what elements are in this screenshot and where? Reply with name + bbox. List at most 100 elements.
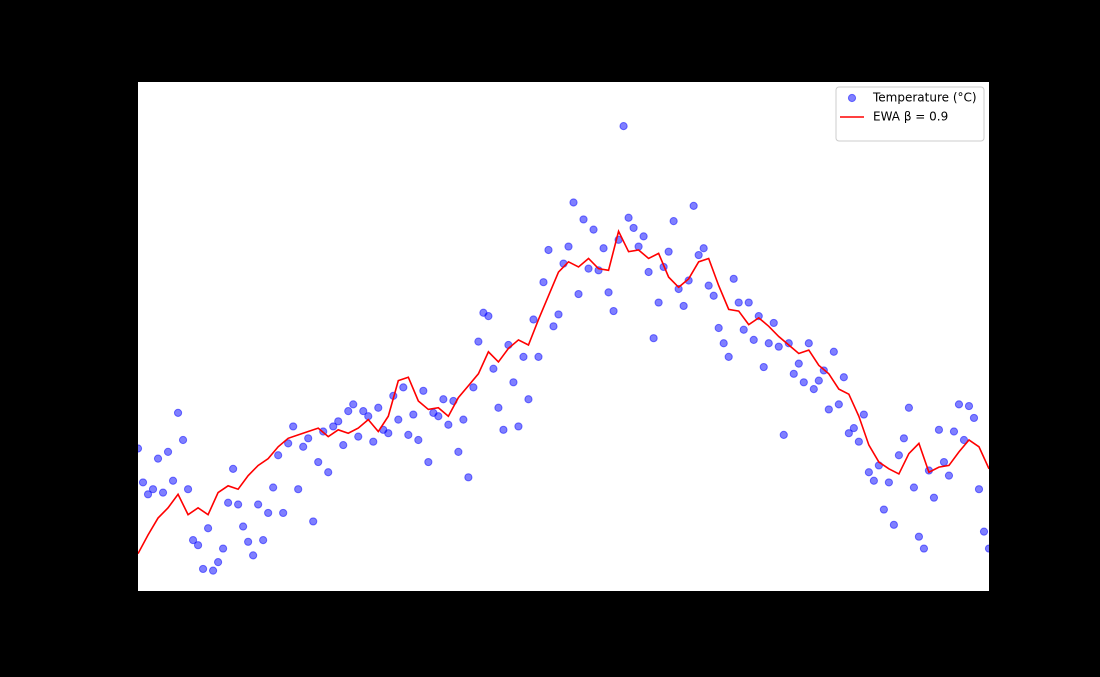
- point: [148, 485, 158, 494]
- point: [804, 339, 813, 348]
- point: [374, 403, 383, 412]
- point: [919, 544, 929, 553]
- point: [814, 376, 823, 385]
- point: [474, 337, 483, 346]
- point: [394, 415, 403, 424]
- point: [153, 454, 163, 463]
- point: [294, 485, 303, 494]
- point: [599, 244, 608, 253]
- point: [719, 339, 728, 348]
- point: [739, 325, 748, 334]
- point: [949, 427, 959, 436]
- point: [959, 435, 969, 445]
- line: [138, 229, 989, 555]
- point: [138, 478, 148, 487]
- point: [834, 400, 843, 409]
- point: [694, 250, 703, 260]
- point: [734, 298, 743, 307]
- point: [254, 500, 263, 509]
- point: [604, 288, 613, 297]
- point: [163, 447, 173, 456]
- point: [434, 412, 443, 421]
- point: [339, 440, 348, 450]
- point: [299, 442, 308, 451]
- point: [679, 301, 688, 311]
- point: [704, 281, 713, 290]
- point: [509, 378, 518, 387]
- point: [173, 408, 183, 417]
- point: [879, 505, 888, 514]
- point: [779, 430, 788, 440]
- point: [409, 410, 418, 419]
- point: [609, 306, 618, 316]
- point: [759, 362, 768, 372]
- plot-area: [138, 82, 989, 591]
- point: [289, 422, 298, 431]
- point: [224, 498, 233, 507]
- point: [939, 457, 949, 467]
- point: [984, 544, 989, 553]
- point: [724, 352, 733, 361]
- point: [284, 439, 293, 448]
- point: [259, 536, 268, 545]
- point: [619, 122, 628, 131]
- point: [684, 276, 693, 285]
- point: [644, 267, 653, 277]
- legend-marker: [847, 93, 857, 103]
- legend-label: Temperature (°C): [872, 91, 977, 105]
- point: [324, 468, 333, 477]
- point: [794, 359, 803, 368]
- point: [824, 405, 833, 414]
- point: [624, 213, 633, 222]
- point: [274, 451, 283, 460]
- point: [269, 483, 278, 492]
- point: [534, 352, 543, 361]
- point: [369, 437, 378, 446]
- point: [579, 215, 588, 224]
- point: [839, 373, 848, 382]
- point: [138, 444, 143, 453]
- point: [849, 424, 858, 433]
- point: [974, 485, 984, 494]
- point: [484, 312, 493, 321]
- point: [549, 322, 558, 331]
- point: [654, 298, 663, 307]
- point: [519, 352, 528, 361]
- point: [569, 198, 578, 207]
- point: [349, 400, 358, 409]
- legend-label: EWA β = 0.9: [873, 110, 948, 124]
- legend-box: [835, 86, 985, 142]
- point: [384, 429, 393, 438]
- point: [213, 558, 223, 567]
- point: [689, 201, 698, 210]
- point: [304, 434, 313, 443]
- point: [564, 242, 573, 251]
- point: [424, 457, 433, 467]
- point: [359, 407, 368, 416]
- point: [899, 434, 909, 443]
- point: [419, 386, 428, 395]
- point: [354, 432, 363, 441]
- point: [934, 425, 944, 434]
- point: [789, 369, 798, 378]
- point: [329, 422, 338, 431]
- point: [844, 429, 853, 438]
- point: [929, 493, 939, 502]
- point: [904, 403, 914, 412]
- point: [639, 232, 648, 241]
- point: [234, 500, 243, 509]
- point: [249, 551, 258, 560]
- point: [634, 242, 643, 251]
- point: [178, 435, 188, 445]
- point: [489, 364, 498, 373]
- point: [544, 245, 553, 255]
- point: [909, 483, 919, 492]
- point: [239, 522, 248, 531]
- point: [309, 517, 318, 526]
- point: [669, 217, 678, 226]
- point: [784, 339, 793, 348]
- point: [714, 323, 723, 333]
- point: [193, 541, 203, 550]
- point: [709, 291, 718, 300]
